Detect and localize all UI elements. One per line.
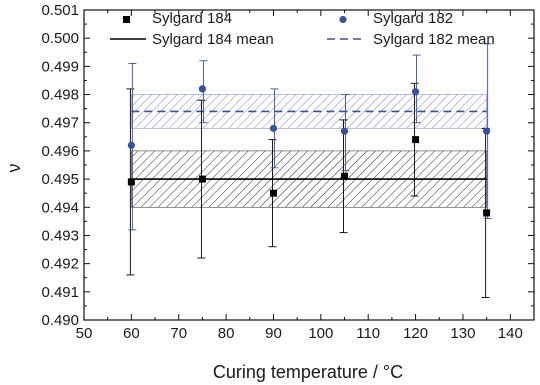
point-1-1 [198, 85, 207, 93]
legend-label-sylgard-184: Sylgard 184 [152, 10, 232, 27]
mean-lines [131, 110, 487, 180]
point-1-3 [340, 127, 349, 135]
x-tick-label-4: 90 [265, 325, 282, 342]
x-tick-label-8: 130 [450, 325, 475, 342]
y-tick-label-5: 0.495 [41, 171, 79, 188]
legend-label-sylgard-182-mean: Sylgard 182 mean [373, 31, 495, 48]
point-0-3 [341, 172, 349, 180]
point-0-2 [269, 189, 277, 197]
point-0-5 [483, 209, 491, 217]
y-tick-label-4: 0.494 [41, 199, 79, 216]
point-1-2 [269, 124, 278, 132]
y-tick-label-0: 0.490 [41, 312, 79, 329]
y-tick-label-9: 0.499 [41, 58, 79, 75]
x-tick-label-9: 140 [498, 325, 523, 342]
point-1-4 [411, 88, 420, 96]
point-0-0 [127, 178, 135, 186]
x-tick-label-2: 70 [170, 325, 187, 342]
y-tick-label-6: 0.496 [41, 143, 79, 160]
legend-marker-sylgard-184 [123, 16, 130, 23]
x-tick-label-6: 110 [356, 325, 380, 342]
legend-marker-sylgard-182 [339, 15, 347, 24]
legend: Sylgard 184 Sylgard 182 Sylgard 184 mean Sy… [110, 10, 495, 48]
y-tick-label-11: 0.501 [41, 2, 79, 19]
point-0-1 [198, 175, 206, 183]
y-tick-label-7: 0.497 [41, 115, 79, 132]
y-tick-label-2: 0.492 [41, 256, 79, 273]
y-tick-label-8: 0.498 [41, 87, 79, 104]
x-axis-title: Curing temperature / °C [213, 362, 403, 382]
x-tick-label-3: 80 [218, 325, 235, 342]
point-1-5 [483, 127, 491, 135]
legend-label-sylgard-182: Sylgard 182 [373, 10, 453, 27]
x-tick-label-5: 100 [308, 325, 333, 342]
data-markers [127, 85, 491, 217]
y-tick-label-3: 0.493 [41, 227, 79, 244]
point-0-4 [412, 136, 420, 144]
x-tick-label-0: 50 [76, 325, 93, 342]
legend-label-sylgard-184-mean: Sylgard 184 mean [152, 31, 274, 48]
point-1-0 [127, 141, 135, 149]
y-tick-label-1: 0.491 [41, 284, 79, 301]
x-tick-label-7: 120 [403, 325, 428, 342]
y-axis-title: ν [4, 164, 24, 173]
axes: 50 60 70 80 90 100 110 120 130 140 0.490 0.491 0.492… [41, 2, 535, 342]
x-tick-label-1: 60 [123, 325, 140, 342]
y-tick-label-10: 0.500 [41, 30, 79, 47]
